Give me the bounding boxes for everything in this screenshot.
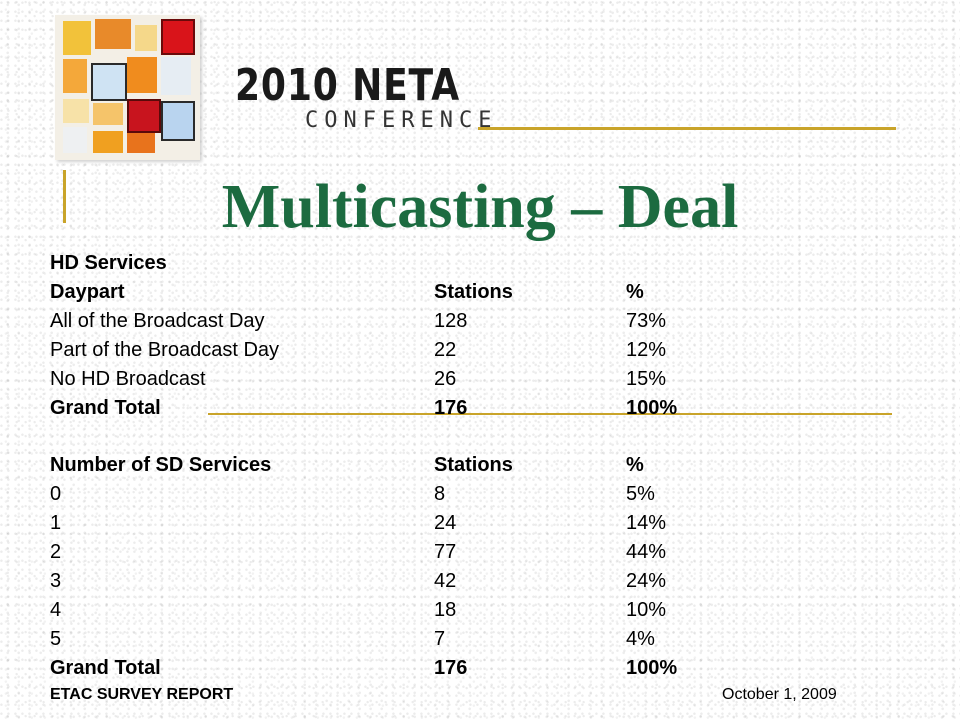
sd-row-stations: 7 xyxy=(434,628,446,650)
sd-total-label: Grand Total xyxy=(50,657,161,679)
hd-row-percent: 15% xyxy=(626,368,667,390)
sd-row-stations: 18 xyxy=(434,599,457,621)
sd-total-stations: 176 xyxy=(434,657,468,679)
sd-row-stations: 77 xyxy=(434,541,457,563)
sd-row-percent: 24% xyxy=(626,570,667,592)
sd-row-percent: 14% xyxy=(626,512,667,534)
conference-logo-mosaic xyxy=(55,15,200,160)
table-divider-rule xyxy=(208,413,892,415)
sd-total-percent: 100% xyxy=(626,657,678,679)
hd-header-stations: Stations xyxy=(434,281,513,303)
hd-header-daypart: Daypart xyxy=(50,281,125,303)
hd-total-percent: 100% xyxy=(626,397,678,419)
sd-row-count: 2 xyxy=(50,541,62,563)
hd-total-stations: 176 xyxy=(434,397,468,419)
slide-title: Multicasting – Deal xyxy=(221,173,739,241)
sd-row-stations: 24 xyxy=(434,512,457,534)
sd-row-stations: 42 xyxy=(434,570,457,592)
hd-row-stations: 22 xyxy=(434,339,457,361)
hd-row-label: Part of the Broadcast Day xyxy=(50,339,280,361)
sd-row-percent: 4% xyxy=(626,628,655,650)
sd-row-percent: 5% xyxy=(626,483,655,505)
sd-row-stations: 8 xyxy=(434,483,446,505)
header-rule xyxy=(478,127,896,130)
hd-header-percent: % xyxy=(626,281,644,303)
sd-row-percent: 10% xyxy=(626,599,667,621)
hd-row-stations: 26 xyxy=(434,368,457,390)
hd-row-stations: 128 xyxy=(434,310,468,332)
conference-logo-text: 2010 NETA CONFERENCE xyxy=(235,60,509,133)
hd-heading: HD Services xyxy=(50,252,167,274)
hd-row-percent: 73% xyxy=(626,310,667,332)
footer-report-name: ETAC SURVEY REPORT xyxy=(50,686,234,703)
footer-date: October 1, 2009 xyxy=(722,686,837,703)
sd-row-count: 0 xyxy=(50,483,62,505)
title-side-rule xyxy=(63,170,66,223)
hd-total-label: Grand Total xyxy=(50,397,161,419)
logo-subtitle: CONFERENCE xyxy=(305,108,498,133)
sd-header-percent: % xyxy=(626,454,644,476)
sd-header-services: Number of SD Services xyxy=(50,454,272,476)
hd-row-label: No HD Broadcast xyxy=(50,368,206,390)
sd-header-stations: Stations xyxy=(434,454,513,476)
sd-row-count: 5 xyxy=(50,628,62,650)
sd-row-count: 1 xyxy=(50,512,62,534)
sd-row-count: 4 xyxy=(50,599,62,621)
sd-row-count: 3 xyxy=(50,570,62,592)
hd-row-label: All of the Broadcast Day xyxy=(50,310,265,332)
hd-row-percent: 12% xyxy=(626,339,667,361)
logo-title: 2010 NETA xyxy=(235,60,460,111)
sd-row-percent: 44% xyxy=(626,541,667,563)
